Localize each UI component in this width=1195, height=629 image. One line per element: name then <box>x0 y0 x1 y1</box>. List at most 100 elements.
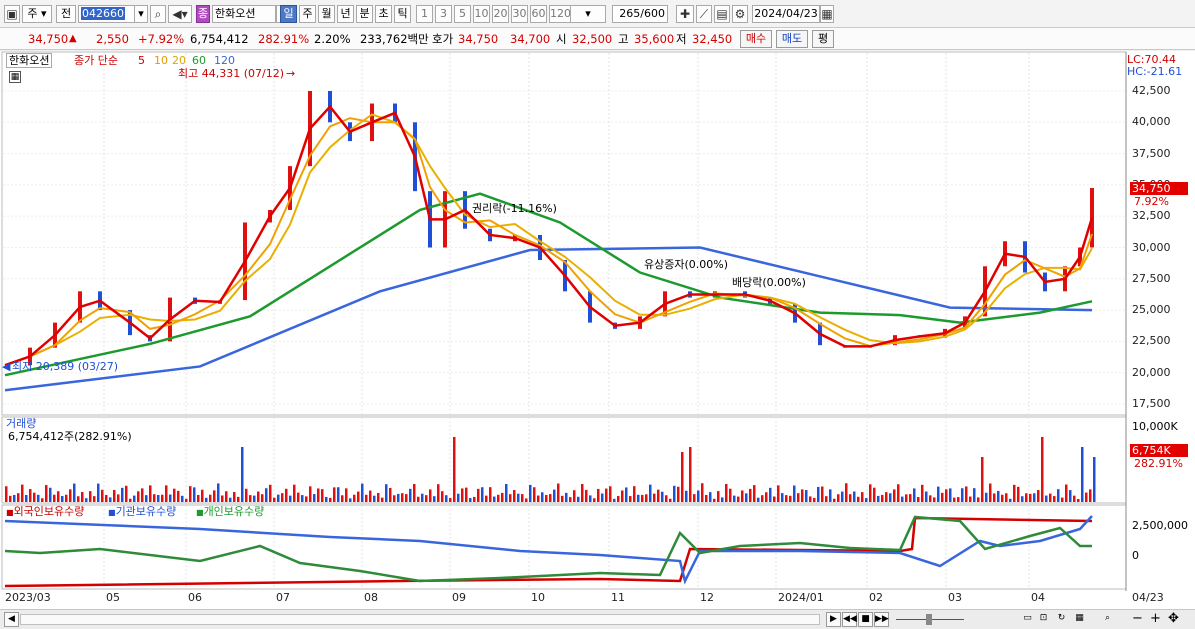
volume-bar <box>89 491 92 502</box>
grid-icon[interactable]: ▦ <box>1075 613 1084 623</box>
volume-bar <box>381 497 384 502</box>
interval-button[interactable]: 분 <box>356 5 373 23</box>
turnover-rate: 2.20% <box>314 32 351 46</box>
zoom-in-icon[interactable]: + <box>1150 611 1161 626</box>
zoom-out-icon[interactable]: − <box>1132 611 1143 626</box>
chart-type-icon[interactable]: ▣ <box>4 5 20 23</box>
speaker-icon[interactable]: ◀▾ <box>168 5 192 23</box>
low-price: 32,450 <box>692 32 733 46</box>
count-value: 265 <box>619 7 641 20</box>
legend-ma20[interactable]: 20 <box>172 54 186 67</box>
legend-ma10[interactable]: 10 <box>154 54 168 67</box>
numbers-dropdown[interactable]: ▾ <box>570 5 606 23</box>
volume-bar <box>269 484 272 502</box>
legend-foreign[interactable]: ■외국인보유수량 <box>6 505 84 519</box>
volume-title[interactable]: 거래량 <box>6 417 37 430</box>
volume-bar <box>937 486 940 502</box>
volume-bar <box>437 484 440 502</box>
stock-code-value: 042660 <box>81 7 125 20</box>
volume-bar <box>33 492 36 502</box>
search-icon[interactable]: ⌕ <box>1104 613 1111 623</box>
volume-bar <box>741 490 744 502</box>
prev-button[interactable]: 전 <box>56 5 76 23</box>
volume-bar <box>209 494 212 502</box>
play-forward-button[interactable]: ▶▶ <box>874 612 889 627</box>
volume-bar <box>177 490 180 502</box>
volume-bar <box>689 447 692 502</box>
volume-bar <box>461 488 464 502</box>
volume-bar <box>113 489 116 502</box>
volume-bar <box>29 489 32 502</box>
volume-bar <box>725 484 728 502</box>
volume-bar <box>909 494 912 502</box>
legend-institution[interactable]: ■기관보유수량 <box>108 505 176 519</box>
number-button[interactable]: 10 <box>473 5 490 23</box>
volume-bar <box>1057 489 1060 502</box>
search-icon[interactable]: ⌕ <box>150 5 166 23</box>
legend-stock-name[interactable]: 한화오션 <box>6 53 53 68</box>
number-button[interactable]: 3 <box>435 5 452 23</box>
volume-bar <box>241 447 244 502</box>
save-icon[interactable]: ▤ <box>714 5 730 23</box>
interval-button[interactable]: 일 <box>280 5 297 23</box>
crosshair-icon[interactable]: ✚ <box>676 5 694 23</box>
volume-bar <box>185 498 188 502</box>
refresh-icon[interactable]: ↻ <box>1057 613 1066 623</box>
zoom-slider-handle[interactable] <box>926 614 932 625</box>
number-button[interactable]: 1 <box>416 5 433 23</box>
interval-button[interactable]: 틱 <box>394 5 411 23</box>
volume-bar <box>949 488 952 502</box>
volume-readout: 6,754,412주(282.91%) <box>8 430 132 443</box>
table-icon[interactable]: ▦ <box>9 71 21 83</box>
note-dividend: 배당락(0.00%) <box>732 276 806 289</box>
eval-button[interactable]: 평 <box>812 30 834 48</box>
volume-bar <box>669 498 672 502</box>
number-button[interactable]: 5 <box>454 5 471 23</box>
price-tag: 34,750 <box>1130 182 1188 195</box>
buy-button[interactable]: 매수 <box>740 30 772 48</box>
ma60-line <box>4 192 1093 377</box>
code-dropdown-icon[interactable]: ▾ <box>134 5 148 23</box>
volume-bar <box>5 486 8 502</box>
volume-bar <box>57 491 60 502</box>
draw-icon[interactable]: ⟋ <box>696 5 712 23</box>
volume-bar <box>1089 489 1092 502</box>
volume-bar <box>865 498 868 502</box>
scroll-track[interactable] <box>20 614 820 625</box>
interval-button[interactable]: 년 <box>337 5 354 23</box>
chart-area[interactable] <box>0 51 1195 609</box>
volume-bar <box>245 488 248 502</box>
legend-ma5[interactable]: 5 <box>138 54 145 67</box>
fit-icon[interactable]: ⊡ <box>1039 613 1048 623</box>
interval-button[interactable]: 월 <box>318 5 335 23</box>
stop-button[interactable]: ■ <box>858 612 873 627</box>
stock-code-input[interactable]: 042660 <box>78 5 136 23</box>
count-input[interactable]: 265/600 <box>612 5 668 23</box>
volume-bar <box>1005 493 1008 502</box>
number-button[interactable]: 120 <box>549 5 571 23</box>
volume-bar <box>429 489 432 502</box>
date-input[interactable]: 2024/04/23 <box>752 5 820 23</box>
gear-icon[interactable]: ⚙ <box>732 5 748 23</box>
interval-button[interactable]: 주 <box>299 5 316 23</box>
period-select[interactable]: 주 ▾ <box>22 5 52 23</box>
calendar-icon[interactable]: ▦ <box>820 5 834 23</box>
scroll-left-button[interactable]: ◀ <box>4 612 19 627</box>
number-button[interactable]: 20 <box>492 5 509 23</box>
interval-button[interactable]: 초 <box>375 5 392 23</box>
move-icon[interactable]: ✥ <box>1168 611 1179 626</box>
volume-bar <box>705 494 708 502</box>
scroll-right-button[interactable]: ▶ <box>826 612 841 627</box>
legend-indicator[interactable]: 종가 단순 <box>74 54 118 67</box>
number-button[interactable]: 60 <box>530 5 547 23</box>
number-button[interactable]: 30 <box>511 5 528 23</box>
volume-bar <box>1049 493 1052 502</box>
legend-ma120[interactable]: 120 <box>214 54 235 67</box>
legend-ma60[interactable]: 60 <box>192 54 206 67</box>
zoom-icon[interactable]: ▭ <box>1023 613 1032 623</box>
sell-button[interactable]: 매도 <box>776 30 808 48</box>
legend-individual[interactable]: ■개인보유수량 <box>196 505 264 519</box>
volume-bar <box>97 483 100 502</box>
play-back-button[interactable]: ◀◀ <box>842 612 857 627</box>
volume-bar <box>17 493 20 502</box>
